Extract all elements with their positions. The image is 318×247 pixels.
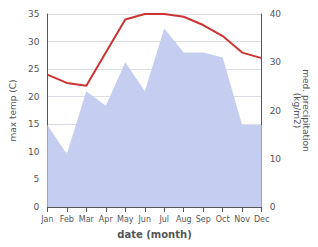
svg-text:Aug: Aug — [176, 215, 192, 224]
svg-text:Oct: Oct — [216, 215, 230, 224]
svg-text:20: 20 — [270, 106, 282, 116]
svg-text:Jul: Jul — [158, 215, 169, 224]
svg-text:Sep: Sep — [196, 215, 211, 224]
svg-text:10: 10 — [28, 147, 40, 157]
svg-text:10: 10 — [270, 154, 282, 164]
svg-text:40: 40 — [270, 9, 282, 19]
svg-text:Apr: Apr — [99, 215, 114, 224]
svg-text:30: 30 — [270, 57, 282, 67]
svg-text:date (month): date (month) — [117, 229, 191, 240]
svg-text:Jun: Jun — [138, 215, 152, 224]
svg-text:0: 0 — [34, 202, 40, 212]
svg-text:20: 20 — [28, 92, 40, 102]
svg-text:25: 25 — [28, 64, 39, 74]
svg-text:May: May — [117, 215, 134, 224]
svg-text:35: 35 — [28, 9, 39, 19]
svg-text:Dec: Dec — [254, 215, 269, 224]
svg-text:Feb: Feb — [60, 215, 74, 224]
svg-text:0: 0 — [270, 202, 276, 212]
svg-text:5: 5 — [34, 174, 40, 184]
svg-text:(kg/m2): (kg/m2) — [292, 93, 302, 128]
svg-text:15: 15 — [28, 119, 39, 129]
svg-text:med. precipitation: med. precipitation — [300, 69, 311, 152]
svg-text:max temp (C): max temp (C) — [8, 79, 18, 141]
svg-text:Nov: Nov — [234, 215, 250, 224]
svg-text:30: 30 — [28, 37, 40, 47]
svg-text:Mar: Mar — [79, 215, 95, 224]
svg-text:Jan: Jan — [40, 215, 53, 224]
